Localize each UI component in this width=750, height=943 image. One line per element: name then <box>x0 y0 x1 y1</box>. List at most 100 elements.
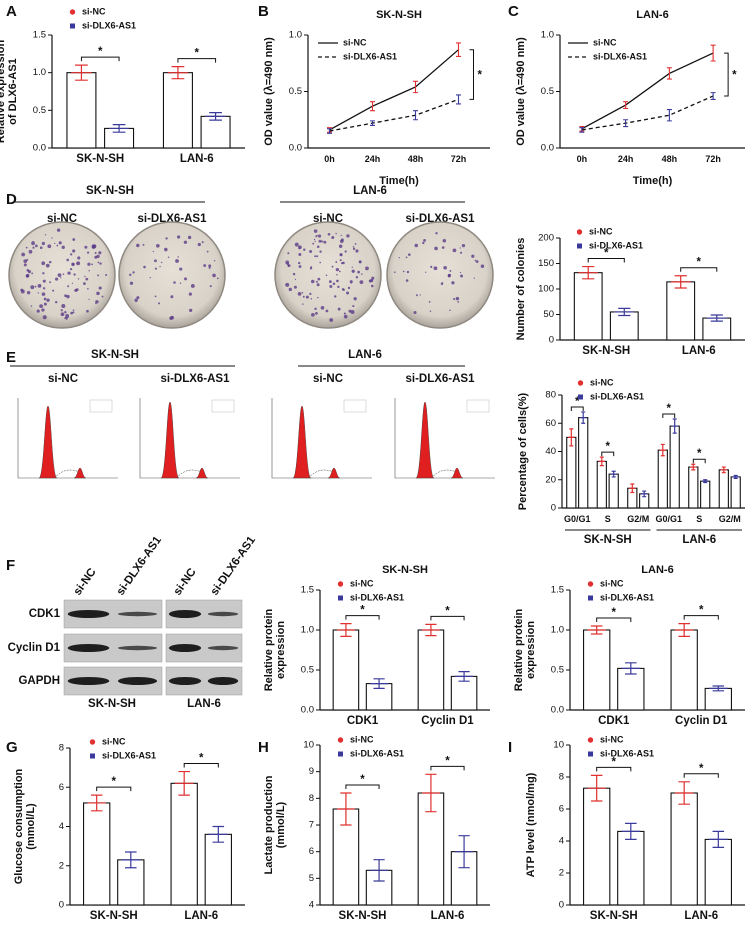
x-tick-label: S <box>696 514 702 524</box>
colony <box>46 298 50 302</box>
y-axis-label: of DLX6-AS1 <box>7 58 19 125</box>
bar <box>200 115 231 149</box>
colony <box>99 262 102 265</box>
x-tick-label: LAN-6 <box>184 910 218 922</box>
error-bar <box>456 94 461 105</box>
colony <box>97 261 100 264</box>
bar <box>117 859 145 906</box>
legend-swatch <box>337 581 344 587</box>
legend-label: si-DLX6-AS1 <box>343 51 397 61</box>
error-bar <box>455 671 474 682</box>
colony <box>317 234 322 238</box>
colony <box>30 285 35 290</box>
panel-label: E <box>6 349 16 366</box>
blot-band <box>168 677 202 685</box>
significance-label: * <box>478 70 483 82</box>
colony <box>177 256 179 258</box>
error-bar <box>205 111 226 121</box>
flow-legend <box>211 399 235 413</box>
colony <box>460 274 464 278</box>
colony <box>310 297 313 300</box>
legend-swatch <box>577 380 584 386</box>
colony <box>352 247 356 250</box>
colony <box>309 250 313 253</box>
bar <box>204 833 232 906</box>
colony <box>91 244 96 249</box>
bar <box>608 473 619 509</box>
y-tick-label: 1.0 <box>33 67 46 78</box>
colony <box>328 280 332 284</box>
colony <box>76 262 79 265</box>
error-bar <box>621 662 641 675</box>
colony <box>70 311 73 315</box>
error-bar <box>421 773 440 813</box>
x-tick-label: SK-N-SH <box>590 910 638 922</box>
colony <box>287 265 290 268</box>
x-tick-label: 48h <box>662 154 678 164</box>
x-tick-label: 24h <box>618 154 634 164</box>
significance-label: * <box>199 753 204 765</box>
y-tick-label: 0.0 <box>541 143 554 154</box>
legend-label: si-NC <box>102 736 126 746</box>
y-tick-label: 0.0 <box>33 143 46 154</box>
colony <box>301 291 304 294</box>
colony <box>335 267 340 272</box>
legend-label: si-NC <box>343 37 367 47</box>
colony <box>338 244 343 248</box>
bar <box>162 72 193 149</box>
colony <box>340 238 344 242</box>
series-line <box>329 98 459 132</box>
colony <box>87 287 89 290</box>
colony <box>96 254 100 259</box>
colony <box>298 261 301 265</box>
colony <box>365 266 369 271</box>
colony <box>461 243 466 248</box>
panel-label: B <box>258 3 269 20</box>
colony <box>393 271 396 273</box>
error-bar <box>614 307 635 317</box>
x-tick-label: SK-N-SH <box>76 153 124 165</box>
legend-swatch <box>338 751 343 757</box>
blot-band <box>168 644 202 652</box>
colony <box>335 261 338 263</box>
blot-band <box>207 611 239 617</box>
y-tick-label: 1.5 <box>551 585 564 596</box>
y-tick-label: 10 <box>303 740 314 751</box>
colony <box>206 250 209 253</box>
colony <box>25 274 29 278</box>
y-axis-label: Lactate production <box>263 775 275 874</box>
y-tick-label: 0.5 <box>33 105 46 116</box>
error-bar <box>579 127 585 133</box>
bar <box>609 311 639 341</box>
colony <box>44 234 47 236</box>
group-label: LAN-6 <box>682 534 716 546</box>
bar <box>669 425 680 509</box>
error-bar <box>578 265 598 280</box>
significance-label: * <box>98 46 103 58</box>
y-axis-label: Relative expression <box>0 40 7 144</box>
colony <box>331 236 335 239</box>
colony <box>316 283 320 287</box>
colony <box>298 252 302 256</box>
colony <box>129 273 132 276</box>
x-tick-label: Cyclin D1 <box>675 715 728 727</box>
colony <box>316 234 318 237</box>
colony <box>101 295 104 298</box>
blot-band <box>67 610 110 618</box>
y-tick-label: 1.0 <box>551 625 564 636</box>
x-tick-label: G0/G1 <box>655 514 682 524</box>
colony <box>342 288 345 291</box>
error-bar <box>621 822 641 840</box>
colony <box>72 311 75 314</box>
blot-band <box>67 644 110 652</box>
blot-row-label: Cyclin D1 <box>8 642 61 654</box>
legend-label: si-DLX6-AS1 <box>102 750 156 760</box>
colony <box>183 240 188 244</box>
colony <box>405 279 409 282</box>
bar <box>578 417 589 509</box>
legend-label: si-NC <box>600 734 624 744</box>
error-bar <box>671 418 678 434</box>
colony <box>176 235 181 239</box>
error-bar <box>674 623 694 637</box>
colony <box>36 309 40 313</box>
